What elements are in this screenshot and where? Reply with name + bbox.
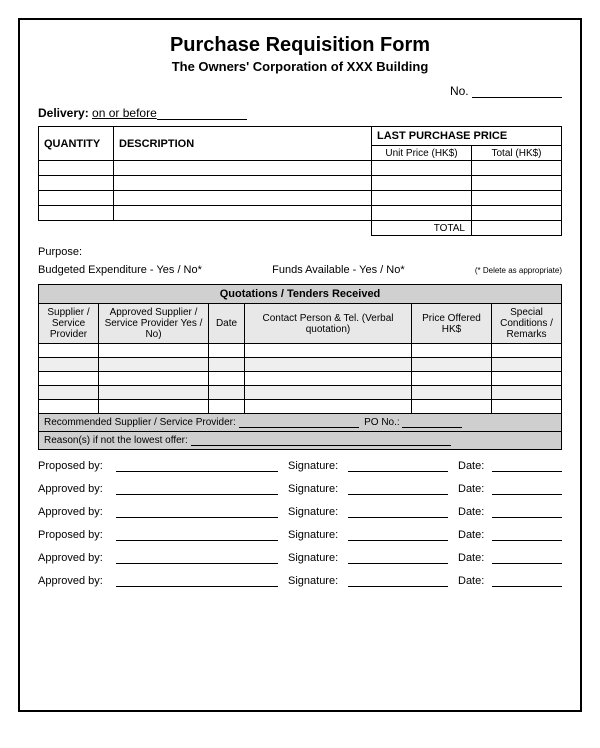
date-input[interactable] [492, 460, 562, 472]
quotations-table: Quotations / Tenders Received Supplier /… [38, 284, 562, 450]
sig-row: Proposed by: Signature: Date: [38, 529, 562, 541]
funds-available: Funds Available - Yes / No* [272, 264, 405, 276]
reasons-label: Reason(s) if not the lowest offer: [44, 435, 188, 446]
signatures-block: Proposed by: Signature: Date: Approved b… [38, 460, 562, 587]
form-number-line: No. [38, 84, 562, 98]
signature-input[interactable] [348, 460, 448, 472]
delivery-text: on or before [92, 106, 157, 120]
signature-input[interactable] [348, 506, 448, 518]
signature-input[interactable] [348, 575, 448, 587]
q-col-supplier: Supplier / Service Provider [39, 304, 99, 344]
budget-row: Budgeted Expenditure - Yes / No* Funds A… [38, 264, 562, 276]
q-col-approved: Approved Supplier / Service Provider Yes… [99, 304, 209, 344]
signature-input[interactable] [348, 483, 448, 495]
q-col-remarks: Special Conditions / Remarks [492, 304, 562, 344]
table-row [39, 161, 562, 176]
signature-label: Signature: [288, 552, 348, 564]
date-input[interactable] [492, 552, 562, 564]
date-label: Date: [458, 575, 492, 587]
table-row [39, 176, 562, 191]
sig-row: Proposed by: Signature: Date: [38, 460, 562, 472]
role-label: Approved by: [38, 506, 116, 518]
po-no-input[interactable] [402, 427, 462, 428]
signature-label: Signature: [288, 529, 348, 541]
col-unit-price: Unit Price (HK$) [372, 146, 472, 161]
col-total-price: Total (HK$) [472, 146, 562, 161]
no-input[interactable] [472, 97, 562, 98]
signature-label: Signature: [288, 575, 348, 587]
q-col-price: Price Offered HK$ [412, 304, 492, 344]
signature-label: Signature: [288, 506, 348, 518]
reasons-row: Reason(s) if not the lowest offer: [39, 432, 562, 450]
col-quantity: QUANTITY [39, 127, 114, 161]
delete-note: (* Delete as appropriate) [475, 266, 562, 275]
date-input[interactable] [492, 483, 562, 495]
date-input[interactable] [492, 506, 562, 518]
signature-label: Signature: [288, 483, 348, 495]
date-label: Date: [458, 483, 492, 495]
q-col-contact: Contact Person & Tel. (Verbal quotation) [245, 304, 412, 344]
date-label: Date: [458, 506, 492, 518]
form-page: Purchase Requisition Form The Owners' Co… [18, 18, 582, 712]
recommended-input[interactable] [239, 427, 359, 428]
table-row [39, 372, 562, 386]
signature-input[interactable] [348, 529, 448, 541]
role-label: Proposed by: [38, 529, 116, 541]
signature-label: Signature: [288, 460, 348, 472]
po-no-label: PO No.: [364, 417, 400, 428]
recommended-row: Recommended Supplier / Service Provider:… [39, 414, 562, 432]
name-input[interactable] [116, 575, 278, 587]
role-label: Approved by: [38, 552, 116, 564]
name-input[interactable] [116, 460, 278, 472]
sig-row: Approved by: Signature: Date: [38, 506, 562, 518]
no-label: No. [450, 84, 469, 98]
date-label: Date: [458, 552, 492, 564]
delivery-label: Delivery: [38, 106, 89, 120]
total-value[interactable] [472, 221, 562, 236]
date-label: Date: [458, 460, 492, 472]
sig-row: Approved by: Signature: Date: [38, 552, 562, 564]
table-row [39, 191, 562, 206]
q-col-date: Date [209, 304, 245, 344]
table-row [39, 358, 562, 372]
name-input[interactable] [116, 483, 278, 495]
total-row: TOTAL [39, 221, 562, 236]
role-label: Approved by: [38, 575, 116, 587]
recommended-label: Recommended Supplier / Service Provider: [44, 417, 236, 428]
date-label: Date: [458, 529, 492, 541]
table-row [39, 386, 562, 400]
col-description: DESCRIPTION [114, 127, 372, 161]
table-row [39, 344, 562, 358]
delivery-line: Delivery: on or before [38, 106, 562, 120]
total-label: TOTAL [372, 221, 472, 236]
col-last-price: LAST PURCHASE PRICE [372, 127, 562, 146]
budgeted-expenditure: Budgeted Expenditure - Yes / No* [38, 264, 202, 276]
table-row [39, 206, 562, 221]
name-input[interactable] [116, 552, 278, 564]
date-input[interactable] [492, 529, 562, 541]
table-row [39, 400, 562, 414]
sig-row: Approved by: Signature: Date: [38, 483, 562, 495]
role-label: Approved by: [38, 483, 116, 495]
quotations-header: Quotations / Tenders Received [39, 285, 562, 304]
date-input[interactable] [492, 575, 562, 587]
signature-input[interactable] [348, 552, 448, 564]
sig-row: Approved by: Signature: Date: [38, 575, 562, 587]
purpose-label: Purpose: [38, 246, 562, 258]
name-input[interactable] [116, 529, 278, 541]
name-input[interactable] [116, 506, 278, 518]
reasons-input[interactable] [191, 445, 451, 446]
form-subtitle: The Owners' Corporation of XXX Building [38, 59, 562, 74]
role-label: Proposed by: [38, 460, 116, 472]
items-table: QUANTITY DESCRIPTION LAST PURCHASE PRICE… [38, 126, 562, 236]
delivery-input[interactable] [157, 119, 247, 120]
form-title: Purchase Requisition Form [38, 34, 562, 57]
